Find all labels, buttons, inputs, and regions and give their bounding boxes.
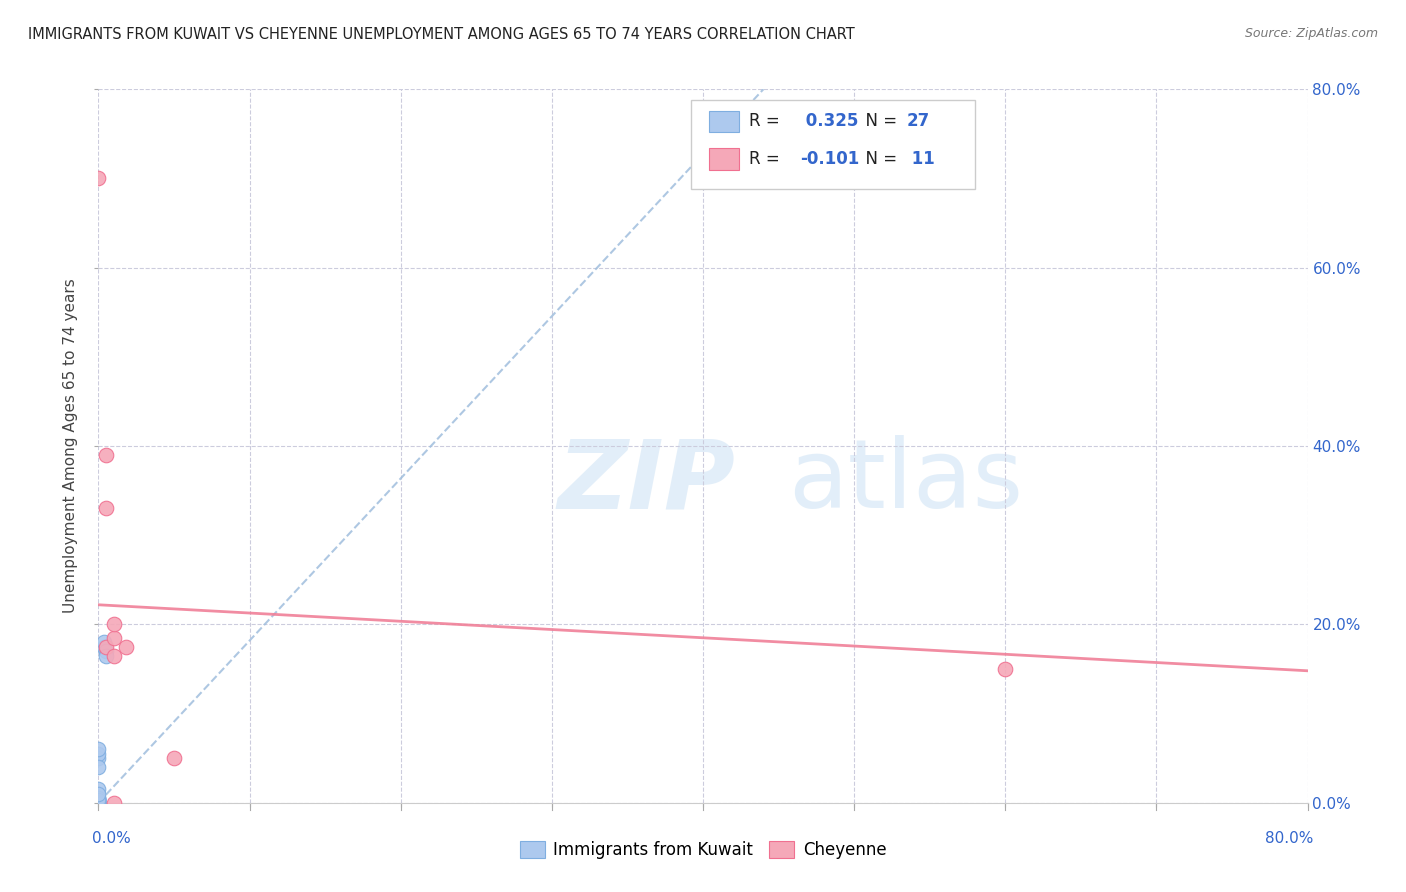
Point xyxy=(87,795,110,809)
Point xyxy=(87,791,110,805)
FancyBboxPatch shape xyxy=(709,148,740,169)
Text: IMMIGRANTS FROM KUWAIT VS CHEYENNE UNEMPLOYMENT AMONG AGES 65 TO 74 YEARS CORREL: IMMIGRANTS FROM KUWAIT VS CHEYENNE UNEMP… xyxy=(28,27,855,42)
Point xyxy=(87,793,110,807)
Point xyxy=(94,501,117,516)
Text: atlas: atlas xyxy=(787,435,1022,528)
Y-axis label: Unemployment Among Ages 65 to 74 years: Unemployment Among Ages 65 to 74 years xyxy=(63,278,79,614)
FancyBboxPatch shape xyxy=(690,100,976,189)
Point xyxy=(87,796,110,810)
Text: R =: R = xyxy=(749,112,785,130)
Point xyxy=(103,617,125,632)
Point xyxy=(87,793,110,807)
Text: ZIP: ZIP xyxy=(558,435,735,528)
Point xyxy=(94,448,117,462)
Text: 0.0%: 0.0% xyxy=(93,831,131,847)
Point xyxy=(94,644,117,658)
Point xyxy=(87,751,110,765)
Point xyxy=(87,796,110,810)
Point xyxy=(87,782,110,797)
Text: N =: N = xyxy=(855,112,903,130)
Point xyxy=(87,794,110,808)
Text: Source: ZipAtlas.com: Source: ZipAtlas.com xyxy=(1244,27,1378,40)
Point xyxy=(93,635,115,649)
Point xyxy=(87,760,110,774)
Point xyxy=(87,796,110,810)
Legend: Immigrants from Kuwait, Cheyenne: Immigrants from Kuwait, Cheyenne xyxy=(513,834,893,866)
Text: 27: 27 xyxy=(905,112,929,130)
Text: 80.0%: 80.0% xyxy=(1265,831,1313,847)
Point xyxy=(87,787,110,801)
Point xyxy=(87,793,110,807)
Point xyxy=(87,171,110,186)
Text: 11: 11 xyxy=(905,150,935,168)
Point xyxy=(87,796,110,810)
Point xyxy=(994,662,1017,676)
Point xyxy=(103,796,125,810)
Point xyxy=(87,796,110,810)
Text: R =: R = xyxy=(749,150,785,168)
Point xyxy=(87,791,110,805)
Point xyxy=(94,648,117,663)
Point xyxy=(94,640,117,654)
Point xyxy=(103,631,125,645)
Point xyxy=(87,747,110,761)
Point xyxy=(87,796,110,810)
Point xyxy=(93,640,115,654)
Text: 0.325: 0.325 xyxy=(800,112,858,130)
Point xyxy=(103,648,125,663)
Point xyxy=(87,792,110,806)
Text: -0.101: -0.101 xyxy=(800,150,859,168)
Point xyxy=(87,795,110,809)
FancyBboxPatch shape xyxy=(709,111,740,132)
Text: N =: N = xyxy=(855,150,903,168)
Point xyxy=(163,751,186,765)
Point xyxy=(87,794,110,808)
Point xyxy=(87,792,110,806)
Point xyxy=(114,640,136,654)
Point xyxy=(87,742,110,756)
